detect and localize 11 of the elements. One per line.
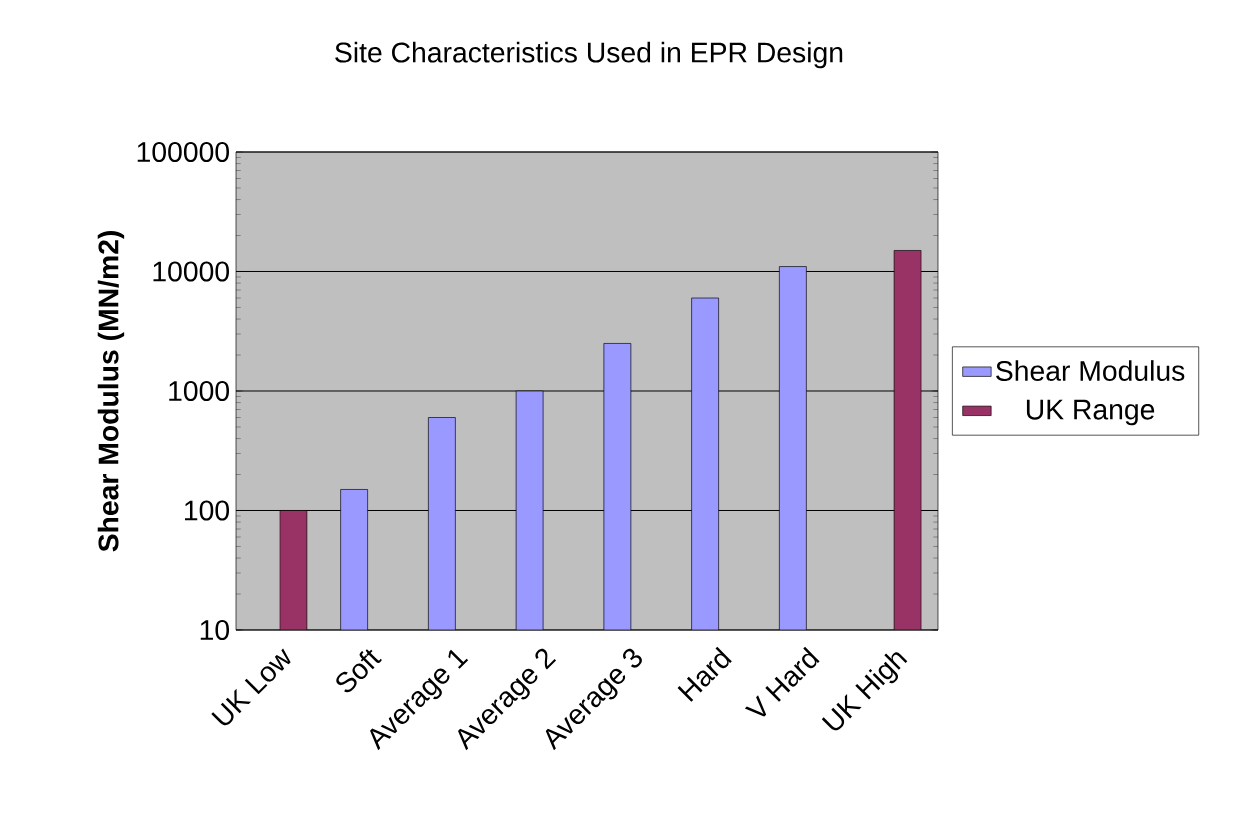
x-tick-label: UK Low — [211, 648, 291, 726]
legend-label: UK Range — [1026, 399, 1155, 426]
y-axis-title: Shear Modulus (MN/m2) — [97, 231, 125, 552]
chart-title: Site Characteristics Used in EPR Design — [335, 41, 843, 69]
y-tick-label: 10 — [200, 619, 230, 641]
y-tick-label: 100000 — [137, 141, 229, 163]
x-tick-label: UK High — [821, 652, 908, 731]
y-tick-label: 100 — [185, 500, 230, 521]
y-tick-label: 10000 — [153, 261, 229, 282]
legend-label: Shear Modulus — [996, 360, 1185, 381]
y-tick-label: 1000 — [169, 380, 230, 402]
